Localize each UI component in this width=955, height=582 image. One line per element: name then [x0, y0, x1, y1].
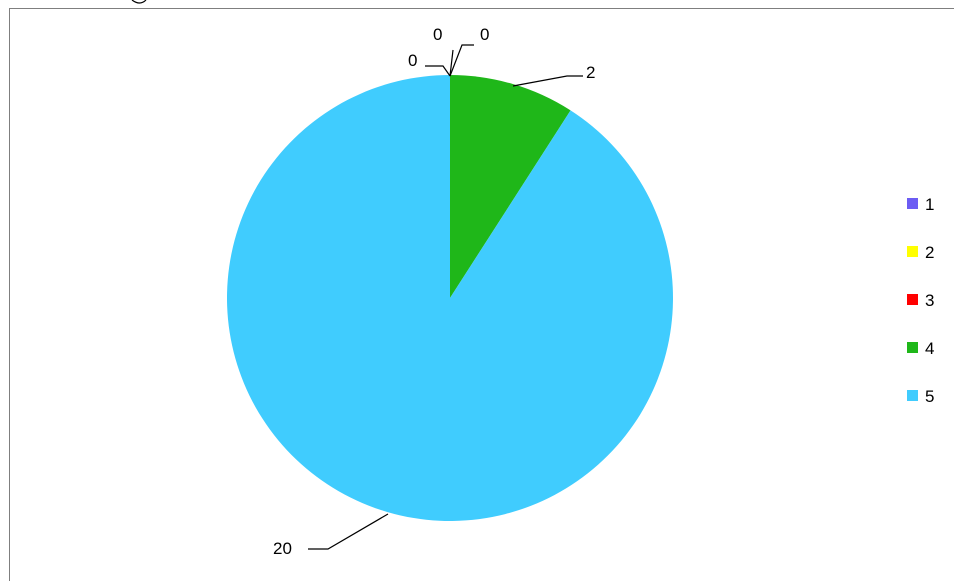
- legend-item-5: 5: [907, 387, 934, 406]
- pie-slice-4: [450, 75, 571, 298]
- legend-item-4: 4: [907, 339, 934, 358]
- legend-item-3: 3: [907, 291, 934, 310]
- pie-slice-5: [226, 75, 673, 522]
- pie-slices: [226, 75, 673, 522]
- data-label-leaders: [308, 44, 583, 550]
- legend-label-2: 2: [925, 243, 934, 262]
- legend-item-2: 2: [907, 243, 934, 262]
- legend: 1 2 3 4 5: [907, 195, 934, 406]
- chart-frame: [9, 8, 954, 581]
- legend-swatch-4: [907, 342, 918, 353]
- legend-label-5: 5: [925, 387, 934, 406]
- legend-label-3: 3: [925, 291, 934, 310]
- data-label-slice-1: 0: [408, 51, 417, 70]
- leader-line-slice-4: [512, 75, 583, 87]
- data-label-slice-5: 20: [273, 539, 292, 558]
- leader-line-slice-1: [425, 65, 451, 77]
- top-edge-artifact: [131, 0, 147, 4]
- legend-swatch-5: [907, 390, 918, 401]
- data-label-slice-2: 0: [433, 25, 442, 44]
- data-label-slice-4: 2: [586, 63, 595, 82]
- legend-label-1: 1: [925, 195, 934, 214]
- legend-item-1: 1: [907, 195, 934, 214]
- leader-line-slice-2: [449, 49, 454, 77]
- data-labels: 0 0 0 2 20: [273, 25, 595, 558]
- leader-line-slice-3: [449, 44, 474, 77]
- legend-swatch-2: [907, 246, 918, 257]
- legend-swatch-1: [907, 198, 918, 209]
- leader-line-slice-5: [308, 513, 389, 550]
- legend-label-4: 4: [925, 339, 934, 358]
- legend-swatch-3: [907, 294, 918, 305]
- data-label-slice-3: 0: [480, 25, 489, 44]
